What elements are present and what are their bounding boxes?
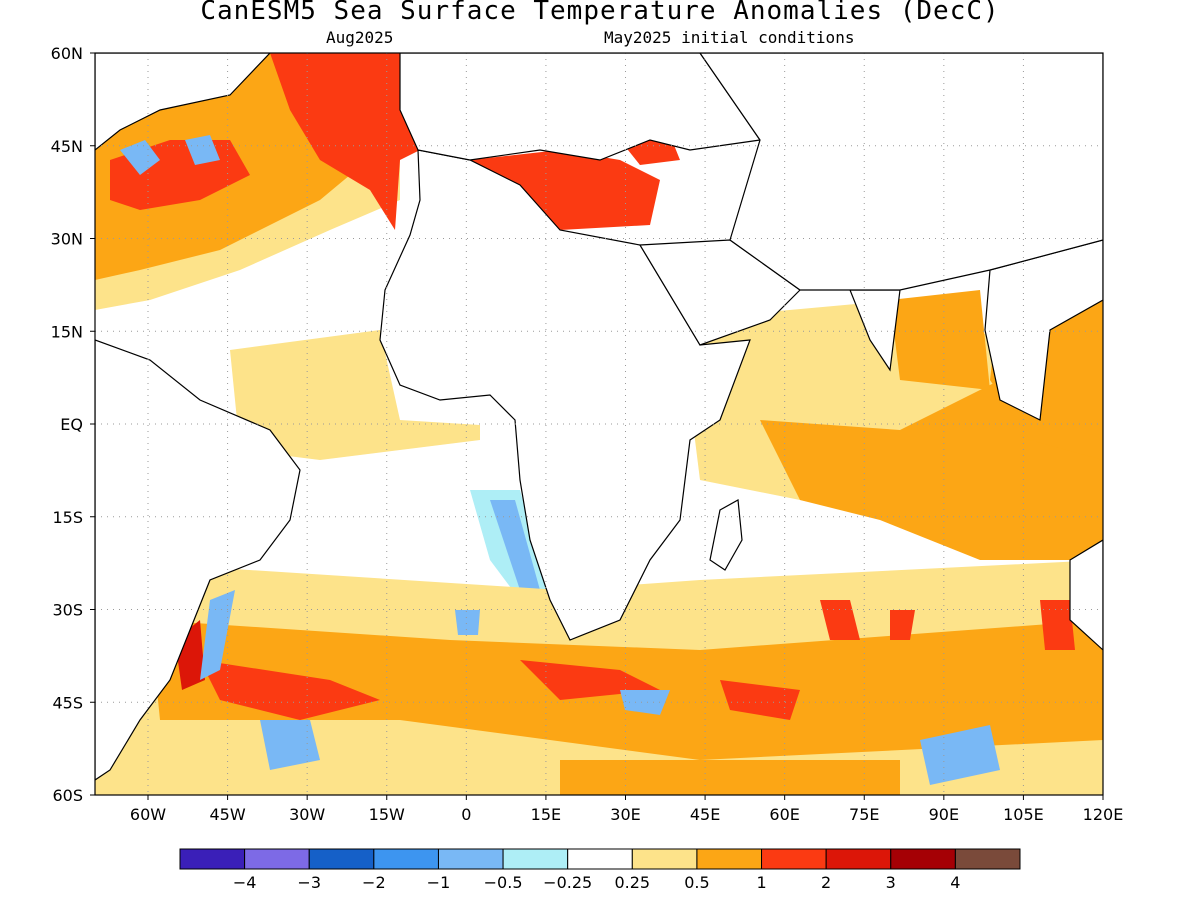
colorbar: −4 −3 −2 −1 −0.5 −0.25 0.25 0.5 1 2 3 4: [179, 848, 1021, 892]
anomaly-region-labrador-2: [185, 135, 220, 165]
lon-tick-label: 90E: [929, 805, 959, 824]
anomaly-region-south-indian-strong: [720, 680, 800, 720]
lon-tick-label: 0: [461, 805, 471, 824]
colorbar-swatch: [373, 848, 439, 870]
lon-tick-label: 60E: [769, 805, 799, 824]
anomaly-region-bay-of-bengal: [890, 290, 990, 390]
anomaly-region-indian-ocean: [760, 380, 1103, 560]
colorbar-label: −3: [297, 873, 321, 892]
lon-tick-label: 30W: [289, 805, 325, 824]
lat-tick-label: EQ: [60, 415, 83, 434]
colorbar-label: 2: [821, 873, 831, 892]
lat-tick-label: 30S: [52, 601, 83, 620]
colorbar-swatch: [179, 848, 246, 870]
init-conditions-label: May2025 initial conditions: [604, 28, 855, 47]
anomaly-region-falkland: [200, 590, 235, 680]
colorbar-label: 0.5: [684, 873, 709, 892]
anomaly-region-tropical-atlantic: [230, 330, 480, 460]
longitude-axis: 60W 45W 30W 15W 0 15E 30E 45E 60E 75E 90E 105E 120E: [130, 795, 1123, 824]
colorbar-swatch: [761, 848, 827, 870]
land-europe: [399, 53, 762, 161]
land-masses: [95, 53, 1103, 781]
colorbar-label: −2: [362, 873, 386, 892]
anomaly-region-east-australia: [1040, 600, 1075, 650]
lon-tick-label: 15W: [369, 805, 405, 824]
lon-tick-label: 75E: [849, 805, 879, 824]
lat-tick-label: 45N: [51, 137, 83, 156]
land-australia: [1069, 539, 1103, 651]
colorbar-label: −4: [233, 873, 257, 892]
anomaly-region-labrador: [120, 140, 160, 175]
colorbar-label: −0.5: [484, 873, 523, 892]
anomaly-region-benguela-core: [490, 500, 540, 590]
lon-tick-label: 105E: [1003, 805, 1044, 824]
colorbar-swatch: [631, 848, 698, 870]
colorbar-label: 1: [756, 873, 766, 892]
anomaly-region-indian-gyre-2: [890, 610, 915, 640]
lat-tick-label: 15S: [52, 508, 83, 527]
lat-tick-label: 60N: [51, 44, 83, 63]
colorbar-swatch: [437, 848, 504, 870]
lat-tick-label: 30N: [51, 230, 83, 249]
anomaly-region-south-cool-1: [260, 720, 320, 770]
colorbar-swatch: [890, 848, 956, 870]
land-asia: [699, 53, 1103, 291]
colorbar-swatch: [567, 848, 633, 870]
lon-tick-label: 30E: [610, 805, 640, 824]
colorbar-swatch: [244, 848, 310, 870]
latitude-axis: 60N 45N 30N 15N EQ 15S 30S 45S 60S: [51, 44, 95, 805]
land-north-america: [95, 53, 271, 151]
lon-tick-label: 45W: [209, 805, 245, 824]
lon-tick-label: 60W: [130, 805, 166, 824]
lon-tick-label: 15E: [531, 805, 561, 824]
anomaly-region-south-cool-2: [920, 725, 1000, 785]
lat-tick-label: 45S: [52, 693, 83, 712]
colorbar-label: −1: [427, 873, 451, 892]
colorbar-swatch: [308, 848, 375, 870]
anomaly-region-south-atlantic-strong: [200, 660, 380, 720]
lon-tick-label: 120E: [1083, 805, 1124, 824]
anomaly-region-far-south: [560, 760, 900, 795]
anomaly-region-indian-gyre: [820, 600, 860, 640]
colorbar-label: 4: [950, 873, 960, 892]
colorbar-swatch: [954, 848, 1021, 870]
colorbar-label: 3: [886, 873, 896, 892]
anomaly-region-south-cool-3: [620, 690, 670, 715]
grid-lines: [95, 53, 1103, 795]
land-south-america: [95, 339, 301, 781]
colorbar-swatch: [502, 848, 569, 870]
anomaly-region-south-cool-4: [455, 610, 480, 635]
lat-tick-label: 60S: [52, 786, 83, 805]
colorbar-label: −0.25: [543, 873, 592, 892]
colorbar-swatch: [825, 848, 892, 870]
colorbar-label: 0.25: [614, 873, 650, 892]
valid-month-label: Aug2025: [326, 28, 394, 47]
land-southeast-asia: [984, 239, 1103, 421]
map-title: CanESM5 Sea Surface Temperature Anomalie…: [200, 0, 1000, 26]
colorbar-swatch: [696, 848, 763, 870]
lon-tick-label: 45E: [690, 805, 720, 824]
lat-tick-label: 15N: [51, 322, 83, 341]
land-madagascar: [709, 499, 743, 571]
